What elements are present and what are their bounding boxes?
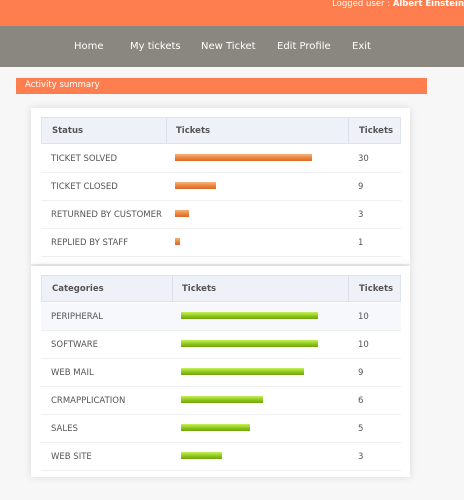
- table-row: SOFTWARE 10: [41, 331, 401, 359]
- column-divider: [166, 118, 167, 143]
- nav-edit-profile[interactable]: Edit Profile: [277, 41, 331, 52]
- status-col-header: Status: [52, 126, 84, 136]
- status-row-label: TICKET SOLVED: [51, 154, 118, 164]
- status-ticket-bar: [175, 182, 216, 189]
- activity-summary-header: Activity summary: [16, 78, 427, 94]
- table-row: SALES 5: [41, 415, 401, 443]
- status-tickets-count-col-header: Tickets: [359, 126, 394, 136]
- category-ticket-bar: [181, 424, 250, 431]
- status-row-count: 30: [358, 154, 369, 164]
- category-row-label: SALES: [51, 424, 78, 434]
- category-tickets-bar-col-header: Tickets: [182, 284, 217, 294]
- status-row-count: 3: [358, 210, 364, 220]
- logged-user-label: Logged user :: [332, 0, 391, 9]
- category-row-count: 3: [358, 452, 364, 462]
- category-col-header: Categories: [52, 284, 104, 294]
- category-row-count: 5: [358, 424, 364, 434]
- category-table-header: Categories Tickets Tickets: [41, 275, 401, 302]
- nav-new-ticket[interactable]: New Ticket: [201, 41, 256, 52]
- category-ticket-bar: [181, 396, 263, 403]
- category-row-count: 10: [358, 340, 369, 350]
- table-row: WEB SITE 3: [41, 443, 401, 471]
- activity-summary-title: Activity summary: [25, 80, 100, 90]
- nav-home[interactable]: Home: [74, 41, 104, 52]
- table-row: CRMAPPLICATION 6: [41, 387, 401, 415]
- category-panel: Categories Tickets Tickets PERIPHERAL 10 S…: [31, 266, 410, 477]
- nav-exit[interactable]: Exit: [352, 41, 371, 52]
- category-ticket-bar: [181, 340, 318, 347]
- category-row-count: 9: [358, 368, 364, 378]
- logged-user-name[interactable]: Albert Einstein: [392, 0, 464, 9]
- status-row-label: RETURNED BY CUSTOMER: [51, 210, 162, 220]
- category-row-count: 6: [358, 396, 364, 406]
- category-ticket-bar: [181, 312, 318, 319]
- table-row: TICKET CLOSED 9: [41, 173, 401, 201]
- category-row-label: WEB MAIL: [51, 368, 94, 378]
- logged-user-info: Logged user : Albert Einstein: [332, 0, 464, 9]
- category-ticket-bar: [181, 368, 304, 375]
- status-tickets-bar-col-header: Tickets: [176, 126, 211, 136]
- column-divider: [348, 276, 349, 301]
- status-row-label: REPLIED BY STAFF: [51, 238, 129, 248]
- status-ticket-bar: [175, 238, 180, 245]
- status-table-header: Status Tickets Tickets: [41, 117, 401, 144]
- table-row: RETURNED BY CUSTOMER 3: [41, 201, 401, 229]
- status-ticket-bar: [175, 154, 312, 161]
- top-bar: Logged user : Albert Einstein: [0, 0, 464, 26]
- category-row-label: SOFTWARE: [51, 340, 99, 350]
- category-tickets-count-col-header: Tickets: [359, 284, 394, 294]
- table-row: PERIPHERAL 10: [41, 303, 401, 331]
- category-row-label: WEB SITE: [51, 452, 92, 462]
- status-row-count: 1: [358, 238, 364, 248]
- category-row-label: PERIPHERAL: [51, 312, 103, 322]
- status-panel: Status Tickets Tickets TICKET SOLVED 30 TI…: [31, 108, 410, 264]
- table-row: TICKET SOLVED 30: [41, 145, 401, 173]
- column-divider: [172, 276, 173, 301]
- category-ticket-bar: [181, 452, 222, 459]
- main-nav: Home My tickets New Ticket Edit Profile …: [0, 26, 464, 67]
- status-row-label: TICKET CLOSED: [51, 182, 118, 192]
- table-row: REPLIED BY STAFF 1: [41, 229, 401, 257]
- table-row: WEB MAIL 9: [41, 359, 401, 387]
- category-row-label: CRMAPPLICATION: [51, 396, 126, 406]
- column-divider: [348, 118, 349, 143]
- nav-my-tickets[interactable]: My tickets: [130, 41, 181, 52]
- status-row-count: 9: [358, 182, 364, 192]
- category-row-count: 10: [358, 312, 369, 322]
- status-ticket-bar: [175, 210, 189, 217]
